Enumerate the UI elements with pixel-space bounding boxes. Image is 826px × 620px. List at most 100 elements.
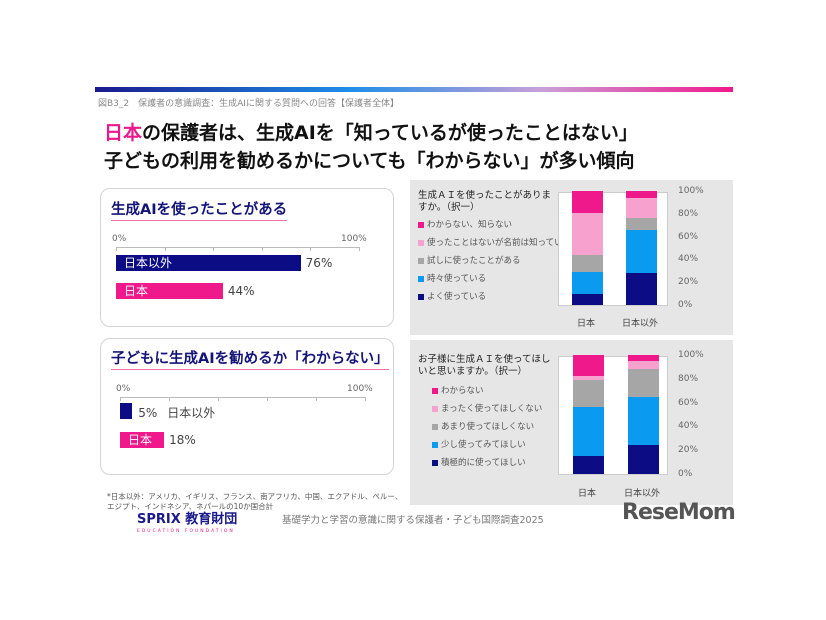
legend-item: 時々使っている <box>418 272 486 284</box>
legend-swatch <box>432 423 438 430</box>
plot-area <box>558 191 668 306</box>
value-label: 44% <box>227 284 255 298</box>
legend-label: わからない、知らない <box>427 220 513 230</box>
x-tick <box>359 247 360 251</box>
bar-segment <box>626 197 657 219</box>
bar-segment <box>626 229 657 274</box>
x-axis <box>120 397 366 401</box>
x-tick-label: 日本以外 <box>621 319 659 329</box>
x-tick <box>365 397 366 401</box>
chart-title: 子どもに生成AIを勧めるか「わからない」 <box>111 347 389 370</box>
value-label: 5% 日本以外 <box>138 404 215 421</box>
legend-item: よく使っている <box>418 290 486 302</box>
bar-japan: 日本 <box>120 432 165 448</box>
bar-segment <box>572 212 603 255</box>
legend-item: わからない <box>432 384 484 396</box>
sprix-logo: SPRIX 教育財団 <box>137 512 238 527</box>
legend-swatch <box>432 441 438 448</box>
figure-caption: 図B3_2 保護者の意識調査：生成AIに関する質問への回答【保護者全体】 <box>98 99 399 109</box>
y-tick-label: 60% <box>678 231 699 242</box>
y-tick-label: 80% <box>678 373 699 384</box>
x-tick <box>164 247 166 251</box>
x-tick <box>310 247 312 251</box>
bar-outside-japan: 日本以外 <box>116 255 301 271</box>
y-tick-label: 60% <box>678 397 699 408</box>
y-tick-label: 40% <box>678 421 699 432</box>
headline-rest: の保護者は、生成AIを「知っているが使ったことはない」 <box>142 122 638 144</box>
x-tick <box>116 247 117 251</box>
bar-segment <box>628 360 659 370</box>
legend-label: 積極的に使ってほしい <box>441 458 526 468</box>
legend-label: あまり使ってほしくない <box>441 422 535 432</box>
y-tick-label: 20% <box>678 277 699 288</box>
legend-item: 試しに使ったことがある <box>418 254 521 266</box>
legend-swatch <box>432 459 438 466</box>
panel-dont-know: 子どもに生成AIを勧めるか「わからない」 0% 100% 5% 日本以外 日本 18% <box>100 338 394 475</box>
bar-outside-japan <box>120 403 133 419</box>
x-tick <box>267 397 268 401</box>
headline-line2: 子どもの利用を勧めるかについても「わからない」が多い傾向 <box>104 150 635 172</box>
legend-item: 積極的に使ってほしい <box>432 456 526 468</box>
tick-label: 100% <box>341 234 367 244</box>
x-tick <box>169 397 170 401</box>
stacked-chart-want-child-use: お子様に生成ＡＩを使ってほしいと思いますか。（択一） わからないまったく使ってほし… <box>410 340 733 505</box>
legend-item: 使ったことはないが名前は知っている <box>418 236 571 248</box>
bar-segment <box>573 407 604 457</box>
legend-swatch <box>432 405 438 412</box>
legend-label: 試しに使ったことがある <box>427 256 521 266</box>
bar-japan: 日本 <box>116 283 223 299</box>
legend-swatch <box>418 293 424 300</box>
x-tick <box>261 247 263 251</box>
value-label: 76% <box>305 256 333 270</box>
bar-segment <box>572 254 603 272</box>
bar-segment <box>572 191 603 213</box>
header-gradient-bar <box>95 87 733 92</box>
y-tick-label: 0% <box>678 469 693 479</box>
value-label: 18% <box>169 433 196 447</box>
y-tick-label: 0% <box>678 300 693 310</box>
resemom-watermark: ReseMom <box>622 500 736 525</box>
y-tick-label: 100% <box>678 186 704 196</box>
legend-label: よく使っている <box>427 292 487 302</box>
x-tick-label: 日本 <box>577 489 597 499</box>
legend-label: わからない <box>441 386 484 396</box>
x-tick <box>218 397 219 401</box>
bar-segment <box>572 271 603 294</box>
y-tick-label: 100% <box>678 350 704 360</box>
legend-swatch <box>418 257 424 264</box>
headline-highlight: 日本 <box>104 122 143 144</box>
bar-segment <box>573 380 604 408</box>
legend-swatch <box>432 387 438 394</box>
bar-segment <box>573 355 604 377</box>
x-tick <box>120 397 121 401</box>
legend-label: 使ったことはないが名前は知っている <box>427 238 572 248</box>
legend-item: 少し使ってみてほしい <box>432 438 526 450</box>
tick-label: 100% <box>347 384 373 394</box>
plot-area <box>558 355 668 475</box>
bar-segment <box>628 369 659 397</box>
bar-segment <box>626 218 657 230</box>
bar-category-label: 日本 <box>128 433 153 447</box>
legend-item: まったく使ってほしくない <box>432 402 542 414</box>
legend-swatch <box>418 275 424 282</box>
chart-title: 生成ＡＩを使ったことがありますか。（択一） <box>418 190 552 213</box>
chart-title: お子様に生成ＡＩを使ってほしいと思いますか。（択一） <box>418 354 551 377</box>
footnote: *日本以外：アメリカ、イギリス、フランス、南アフリカ、中国、エクアドル、ペルー、… <box>107 492 403 511</box>
bar-segment <box>628 396 659 446</box>
panel-used-ai: 生成AIを使ったことがある 0% 100% 日本以外 76% 日本 44% <box>100 188 394 327</box>
chart-title: 生成AIを使ったことがある <box>111 198 288 221</box>
bar-segment <box>628 445 659 474</box>
legend-item: あまり使ってほしくない <box>432 420 534 432</box>
y-tick-label: 80% <box>678 208 699 219</box>
headline-line1: 日本の保護者は、生成AIを「知っているが使ったことはない」 <box>104 118 638 145</box>
bar-category-label: 日本以外 <box>167 406 216 420</box>
sprix-logo-sub: EDUCATION FOUNDATION <box>137 529 235 534</box>
bar-segment <box>573 456 604 474</box>
stacked-chart-used-ai: 生成ＡＩを使ったことがありますか。（択一） わからない、知らない使ったことはないが… <box>410 180 733 335</box>
legend-label: 時々使っている <box>427 274 487 284</box>
bar-segment <box>626 273 657 305</box>
x-axis <box>116 247 360 251</box>
legend-swatch <box>418 239 424 246</box>
y-tick-label: 20% <box>678 445 699 456</box>
bar-segment <box>628 355 659 361</box>
